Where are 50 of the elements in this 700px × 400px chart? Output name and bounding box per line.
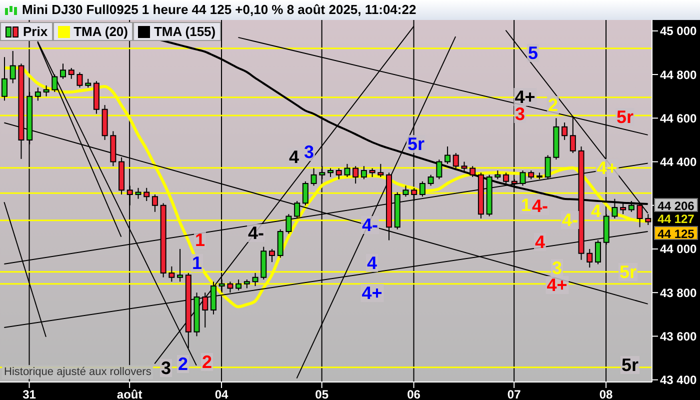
annotation: 4 (534, 232, 546, 252)
text: 44 125 (654, 226, 698, 241)
x-tick-label: 04 (214, 388, 229, 400)
annotation: 4 (366, 253, 378, 273)
y-tick-label: 44 600 (660, 111, 698, 126)
annotation: 3 (514, 104, 526, 124)
annotation: 4+ (546, 275, 568, 295)
annotation: 4 (288, 147, 300, 167)
annotation: 3 (160, 358, 172, 378)
annotation: 1 (520, 195, 532, 215)
annotation: Historique ajusté aux rollovers (2, 365, 154, 379)
annotation: 5r (618, 262, 638, 282)
x-tick-label: 07 (507, 388, 522, 400)
x-tick-label: 08 (599, 388, 614, 400)
y-tick-label: 43 400 (660, 373, 698, 388)
annotation: 4+ (514, 87, 536, 107)
y-tick-label: 44 400 (660, 155, 698, 170)
annotation: 5 (526, 43, 540, 63)
annotation: 3 (302, 142, 316, 162)
annotation: 2 (200, 352, 214, 372)
annotation: 3 (550, 258, 564, 278)
y-tick-label: 44 000 (660, 242, 698, 256)
y-tick-label: 43 600 (660, 329, 698, 344)
legend-label: Prix (0, 22, 53, 41)
annotation: 4 (590, 201, 602, 221)
annotation: 4+ (360, 283, 384, 303)
annotation: 4- (246, 223, 266, 243)
annotation: 4- (360, 215, 380, 235)
y-tick-label: 43 800 (660, 286, 698, 300)
annotation: 4- (530, 196, 550, 216)
text: 44 206 (654, 198, 698, 213)
legend-label: TMA (155) (132, 22, 221, 41)
x-tick-label: 06 (407, 388, 421, 400)
annotation: 2 (546, 95, 560, 115)
chart-title: Mini DJ30 Full0925 1 heure 44 125 +0,10 % 8 août 2025, 11:04:22 (22, 2, 416, 17)
annotation: 2 (176, 354, 190, 374)
x-tick-label: août (116, 388, 142, 400)
text: 44 127 (654, 212, 698, 226)
annotation: 4- (560, 210, 580, 230)
annotation: 4+ (596, 158, 618, 178)
annotation: 1 (194, 230, 206, 250)
y-tick-label: 45 000 (660, 24, 698, 38)
x-tick-label: 05 (315, 388, 329, 400)
x-tick-label: 31 (22, 388, 36, 400)
annotation: 1 (190, 253, 204, 273)
y-tick-label: 44 800 (660, 68, 698, 82)
annotation: 5r (620, 355, 640, 375)
annotation: 5r (615, 107, 635, 127)
annotation: 5r (406, 134, 426, 154)
legend-label: TMA (20) (52, 22, 133, 41)
